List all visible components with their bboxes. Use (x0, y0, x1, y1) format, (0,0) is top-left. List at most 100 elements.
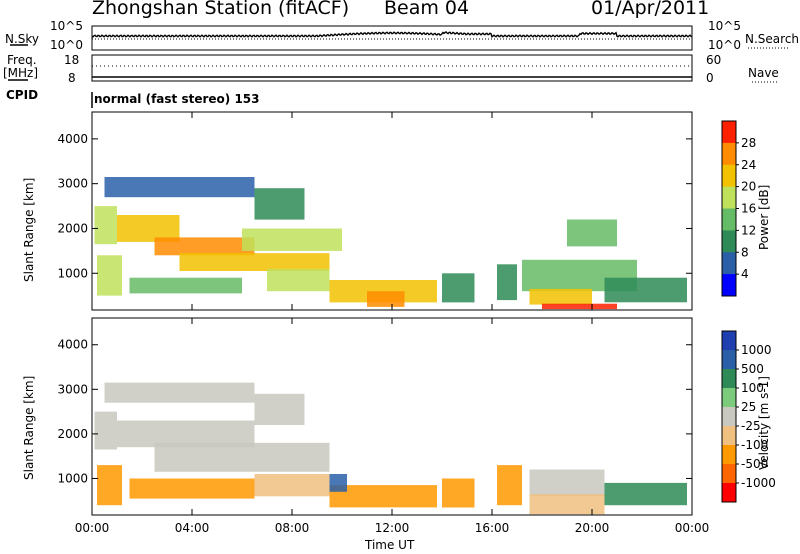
velocity-band-6 (104, 382, 255, 403)
freq-label: Freq. (7, 53, 37, 67)
nsearch-tick-top: 10^5 (708, 19, 741, 33)
nsearch-tick-bottom: 10^0 (708, 38, 741, 52)
power-colorbar-swatch-1 (722, 142, 736, 166)
power-ytick-label-2: 3000 (57, 177, 88, 191)
power-band-9 (267, 268, 330, 292)
velocity-band-12 (529, 494, 605, 515)
velocity-ytick-label-2: 3000 (57, 382, 88, 396)
time-tick-label-5: 20:00 (575, 521, 610, 535)
power-band-16 (542, 303, 617, 310)
power-band-12 (442, 273, 475, 303)
power-band-7 (254, 188, 305, 220)
velocity-band-4 (129, 478, 255, 499)
velocity-colorbar-tick-label-1: 500 (741, 362, 764, 376)
power-colorbar-swatch-5 (722, 230, 736, 253)
time-tick-label-4: 16:00 (475, 521, 510, 535)
power-ytick-label-0: 1000 (57, 266, 88, 280)
cpid-label: CPID (6, 88, 39, 102)
velocity-colorbar-tick-label-0: 1000 (741, 343, 772, 357)
power-colorbar-tick-label-6: 28 (741, 136, 756, 150)
power-band-3 (154, 237, 255, 256)
velocity-band-0 (94, 411, 117, 450)
time-xlabel: Time UT (365, 538, 415, 552)
velocity-colorbar-swatch-0 (722, 331, 736, 351)
velocity-band-2 (117, 420, 255, 448)
velocity-ytick-label-0: 1000 (57, 471, 88, 485)
nsky-tick-bottom: 10^0 (50, 38, 83, 52)
velocity-colorbar-swatch-6 (722, 445, 736, 465)
power-band-13 (497, 264, 517, 301)
velocity-band-9 (442, 478, 475, 508)
velocity-band-13 (604, 482, 687, 506)
velocity-colorbar-swatch-1 (722, 350, 736, 370)
velocity-colorbar-swatch-2 (722, 369, 736, 389)
power-colorbar-tick-label-0: 4 (741, 267, 749, 281)
velocity-band-10 (497, 465, 522, 506)
power-band-15 (529, 288, 592, 305)
power-colorbar-tick-label-4: 20 (741, 180, 756, 194)
power-colorbar-tick-label-5: 24 (741, 158, 756, 172)
nave-tick-bottom: 0 (706, 71, 714, 85)
velocity-colorbar-swatch-5 (722, 426, 736, 446)
velocity-colorbar-swatch-7 (722, 464, 736, 484)
power-band-1 (97, 255, 122, 296)
power-ytick-label-1: 2000 (57, 221, 88, 235)
power-band-0 (94, 206, 117, 245)
power-colorbar-tick-label-3: 16 (741, 202, 756, 216)
power-band-4 (179, 253, 330, 271)
velocity-colorbar-swatch-4 (722, 407, 736, 427)
freq-panel-frame (91, 54, 693, 82)
nave-tick-top: 60 (706, 53, 722, 67)
velocity-band-7 (254, 474, 330, 497)
power-band-17 (604, 277, 687, 303)
power-colorbar-swatch-2 (722, 164, 736, 188)
date-label: 01/Apr/2011 (591, 0, 710, 19)
velocity-band-1 (97, 465, 122, 506)
power-colorbar-swatch-3 (722, 186, 736, 209)
velocity-colorbar-tick-label-5: -100 (741, 438, 768, 452)
cpid-text: normal (fast stereo) 153 (94, 92, 260, 106)
power-colorbar-tick-label-1: 8 (741, 245, 749, 259)
nsky-tick-top: 10^5 (50, 19, 83, 33)
velocity-colorbar-tick-label-4: -25 (741, 419, 761, 433)
nsearch-label: N.Search (745, 32, 800, 46)
velocity-band-14 (329, 474, 347, 492)
time-tick-label-6: 00:00 (675, 521, 710, 535)
time-tick-label-2: 08:00 (275, 521, 310, 535)
freq-tick-top: 18 (64, 53, 80, 67)
power-band-18 (567, 219, 617, 247)
power-band-8 (104, 177, 255, 198)
velocity-band-11 (529, 469, 605, 497)
power-colorbar-swatch-0 (722, 121, 736, 144)
time-tick-label-3: 12:00 (375, 521, 410, 535)
freq-tick-bottom: 8 (68, 71, 76, 85)
velocity-band-8 (329, 485, 437, 508)
velocity-colorbar-swatch-8 (722, 483, 736, 503)
nsky-trace (91, 30, 693, 38)
time-tick-label-0: 00:00 (75, 521, 110, 535)
velocity-band-5 (254, 393, 305, 425)
velocity-colorbar-frame (721, 330, 737, 503)
power-band-6 (242, 228, 342, 251)
power-colorbar-swatch-7 (722, 274, 736, 297)
velocity-colorbar-tick-label-6: -500 (741, 457, 768, 471)
power-band-11 (367, 291, 405, 307)
velocity-band-3 (154, 442, 330, 472)
station-title: Zhongshan Station (fitACF) (92, 0, 350, 19)
power-colorbar-swatch-6 (722, 252, 736, 275)
freq-unit-label: [MHz] (3, 66, 39, 80)
power-ytick-label-3: 4000 (57, 132, 88, 146)
velocity-ytick-label-1: 2000 (57, 427, 88, 441)
velocity-colorbar-tick-label-2: 100 (741, 381, 764, 395)
power-band-5 (129, 277, 242, 294)
velocity-colorbar-swatch-3 (722, 388, 736, 408)
velocity-colorbar-tick-label-3: 25 (741, 400, 756, 414)
beam-label: Beam 04 (384, 0, 470, 19)
nsky-panel-frame (91, 25, 693, 51)
velocity-ytick-label-3: 4000 (57, 338, 88, 352)
power-colorbar-swatch-4 (722, 208, 736, 231)
velocity-colorbar-tick-label-7: -1000 (741, 476, 776, 490)
nave-label: Nave (748, 66, 779, 80)
power-colorbar-tick-label-2: 12 (741, 223, 756, 237)
